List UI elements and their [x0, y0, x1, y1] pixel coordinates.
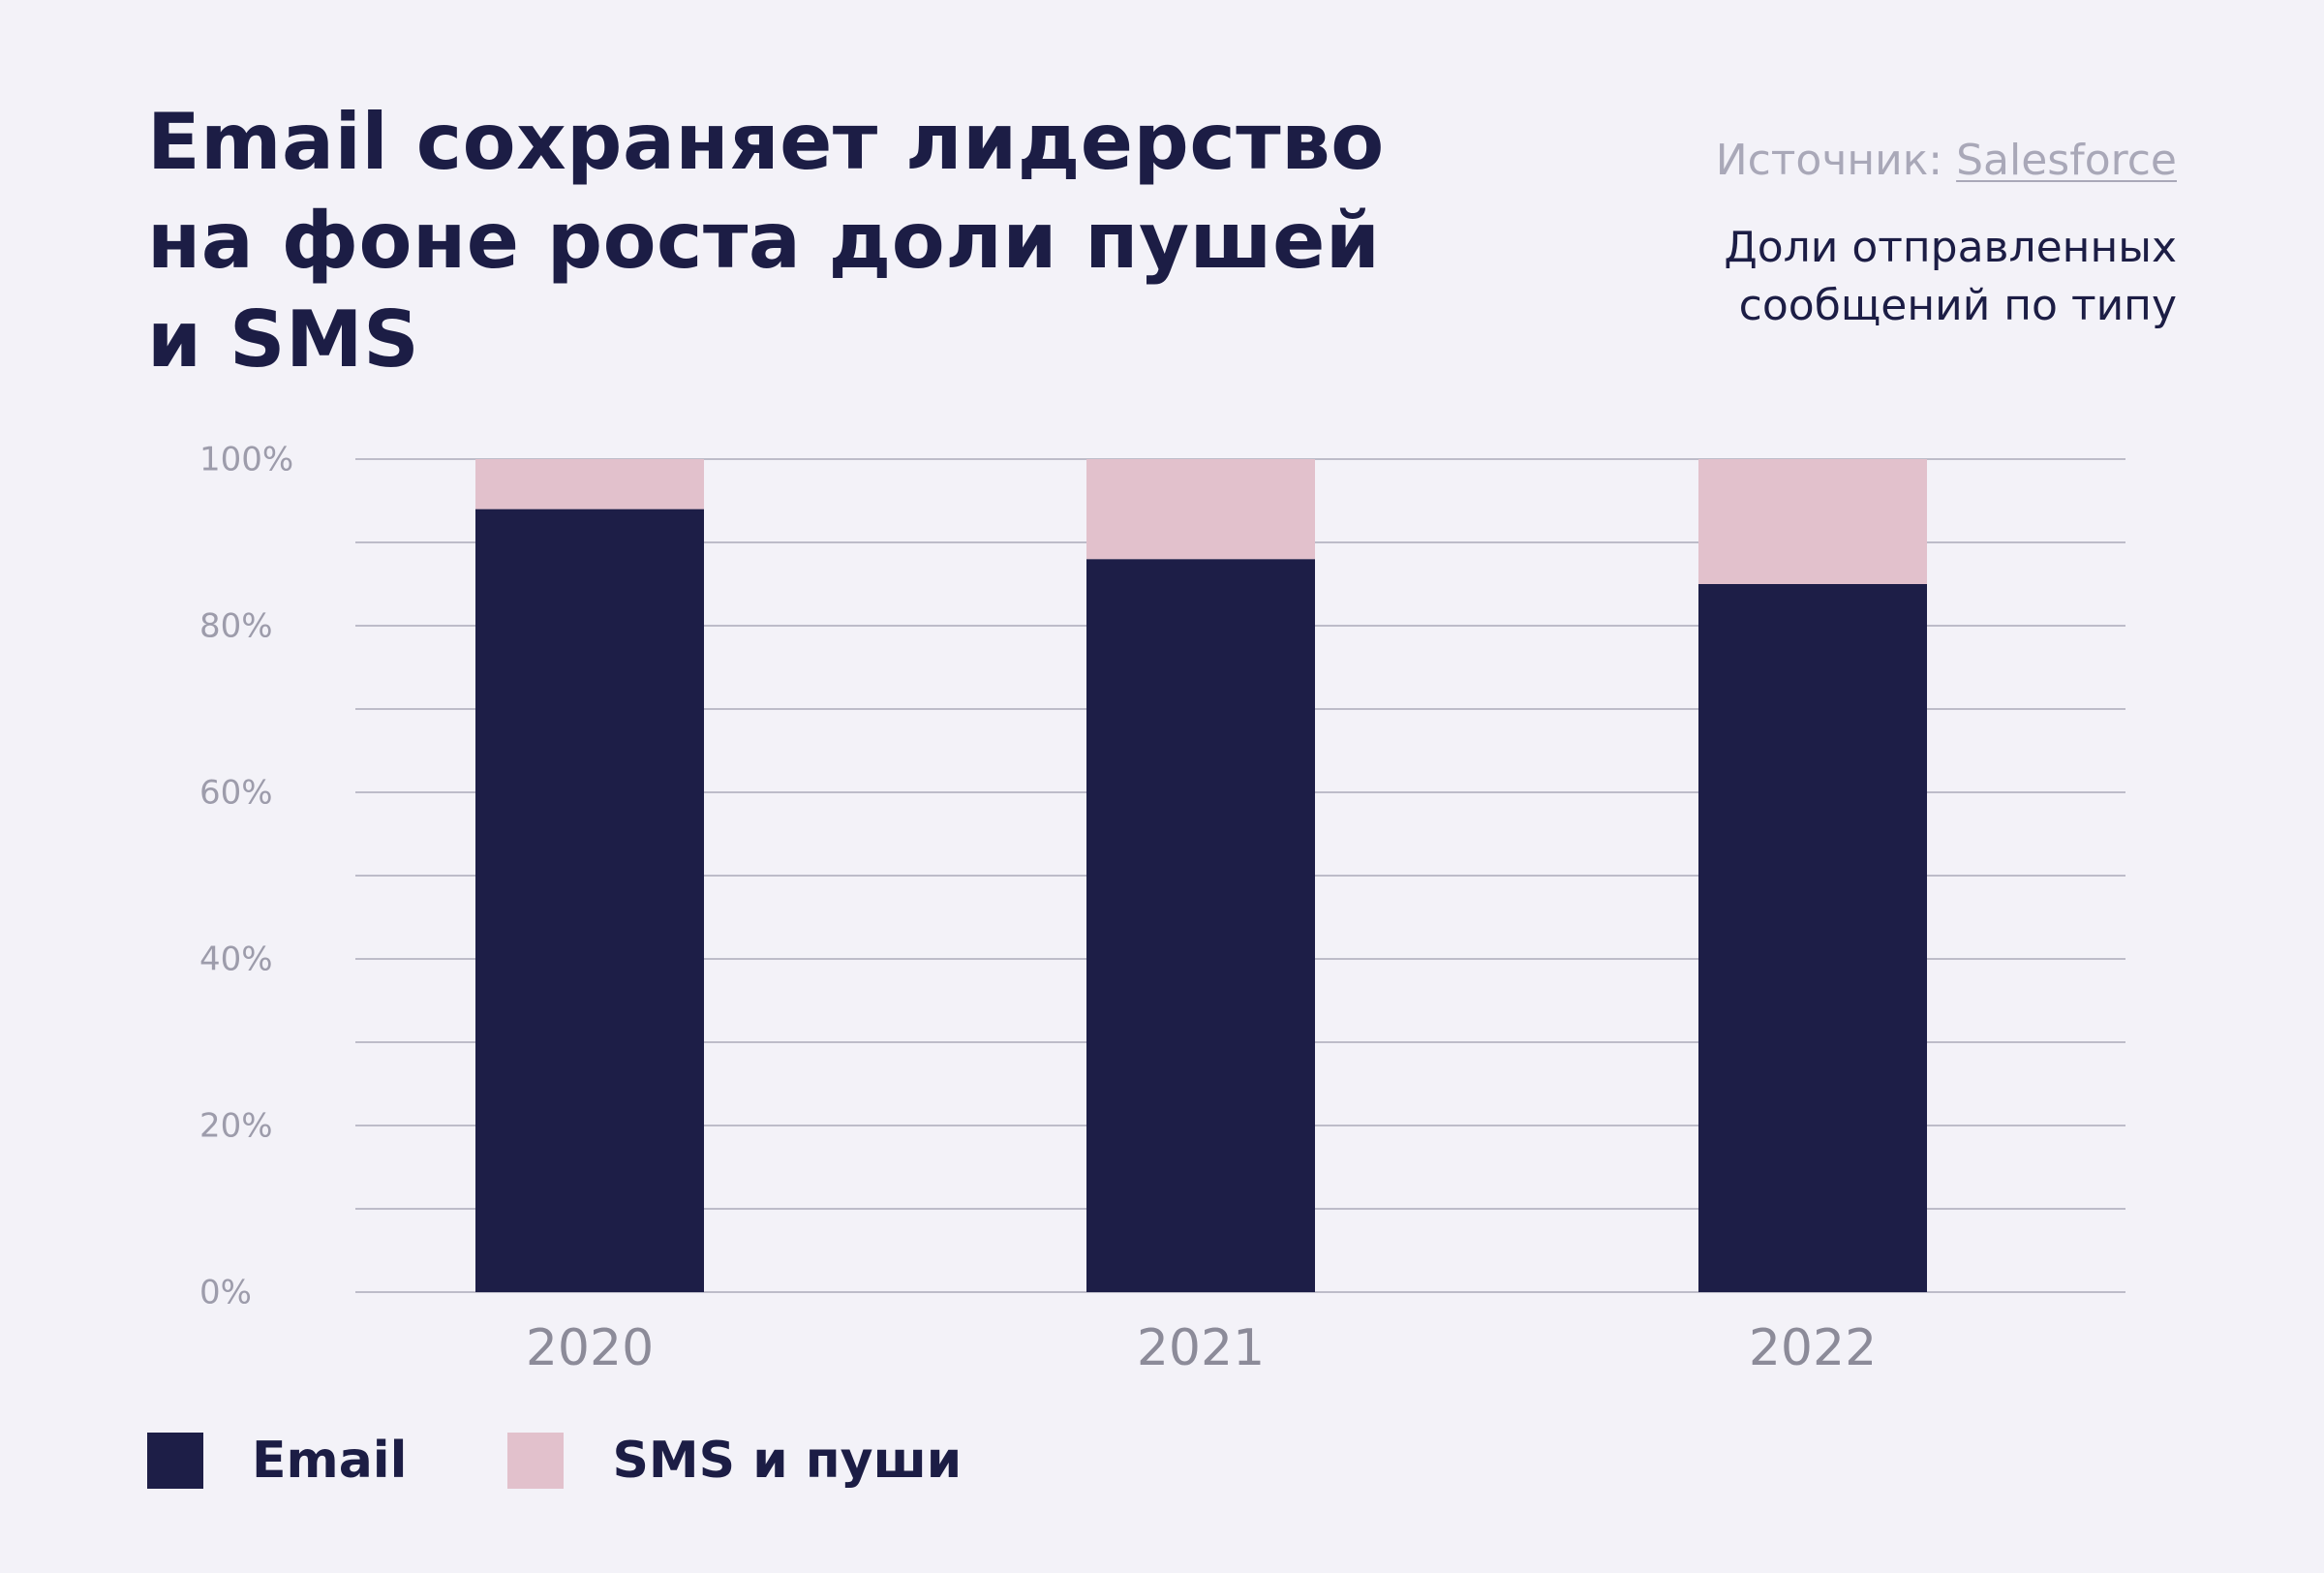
- bar-sms-push-2020: [475, 459, 704, 509]
- x-tick-label: 2022: [1749, 1319, 1877, 1377]
- legend: Email SMS и пуши: [147, 1432, 1062, 1490]
- y-tick-label: 40%: [199, 941, 273, 979]
- bar-sms-push-2021: [1086, 459, 1315, 560]
- chart-title: Email сохраняет лидерство на фоне роста …: [147, 97, 1385, 385]
- y-tick-label: 0%: [199, 1274, 252, 1312]
- legend-item-email: Email: [147, 1432, 407, 1490]
- y-tick-label: 60%: [199, 774, 273, 813]
- bar-email-2021: [1086, 559, 1315, 1292]
- bar-email-2020: [475, 509, 704, 1292]
- x-tick-label: 2020: [526, 1319, 654, 1377]
- legend-label-email: Email: [252, 1432, 408, 1490]
- stacked-bar-chart: 0% 20% 40% 60% 80% 100% 2020 2021 2022: [199, 441, 2125, 1377]
- x-tick-label: 2021: [1137, 1319, 1265, 1377]
- legend-label-sms-push: SMS и пуши: [612, 1432, 963, 1490]
- bar-email-2022: [1698, 584, 1927, 1292]
- bar-sms-push-2022: [1698, 459, 1927, 584]
- legend-swatch-sms-push: [507, 1433, 565, 1489]
- source-link[interactable]: Salesforce: [1956, 136, 2177, 185]
- y-tick-label: 100%: [199, 441, 293, 479]
- legend-item-sms-push: SMS и пуши: [507, 1432, 962, 1490]
- y-tick-label: 80%: [199, 607, 273, 646]
- legend-swatch-email: [147, 1433, 203, 1489]
- y-tick-label: 20%: [199, 1107, 273, 1146]
- chart-subtitle: Доли отправленных сообщений по типу: [1724, 223, 2177, 330]
- source-prefix: Источник:: [1715, 136, 1957, 185]
- source-line: Источник: Salesforce: [1716, 132, 2177, 190]
